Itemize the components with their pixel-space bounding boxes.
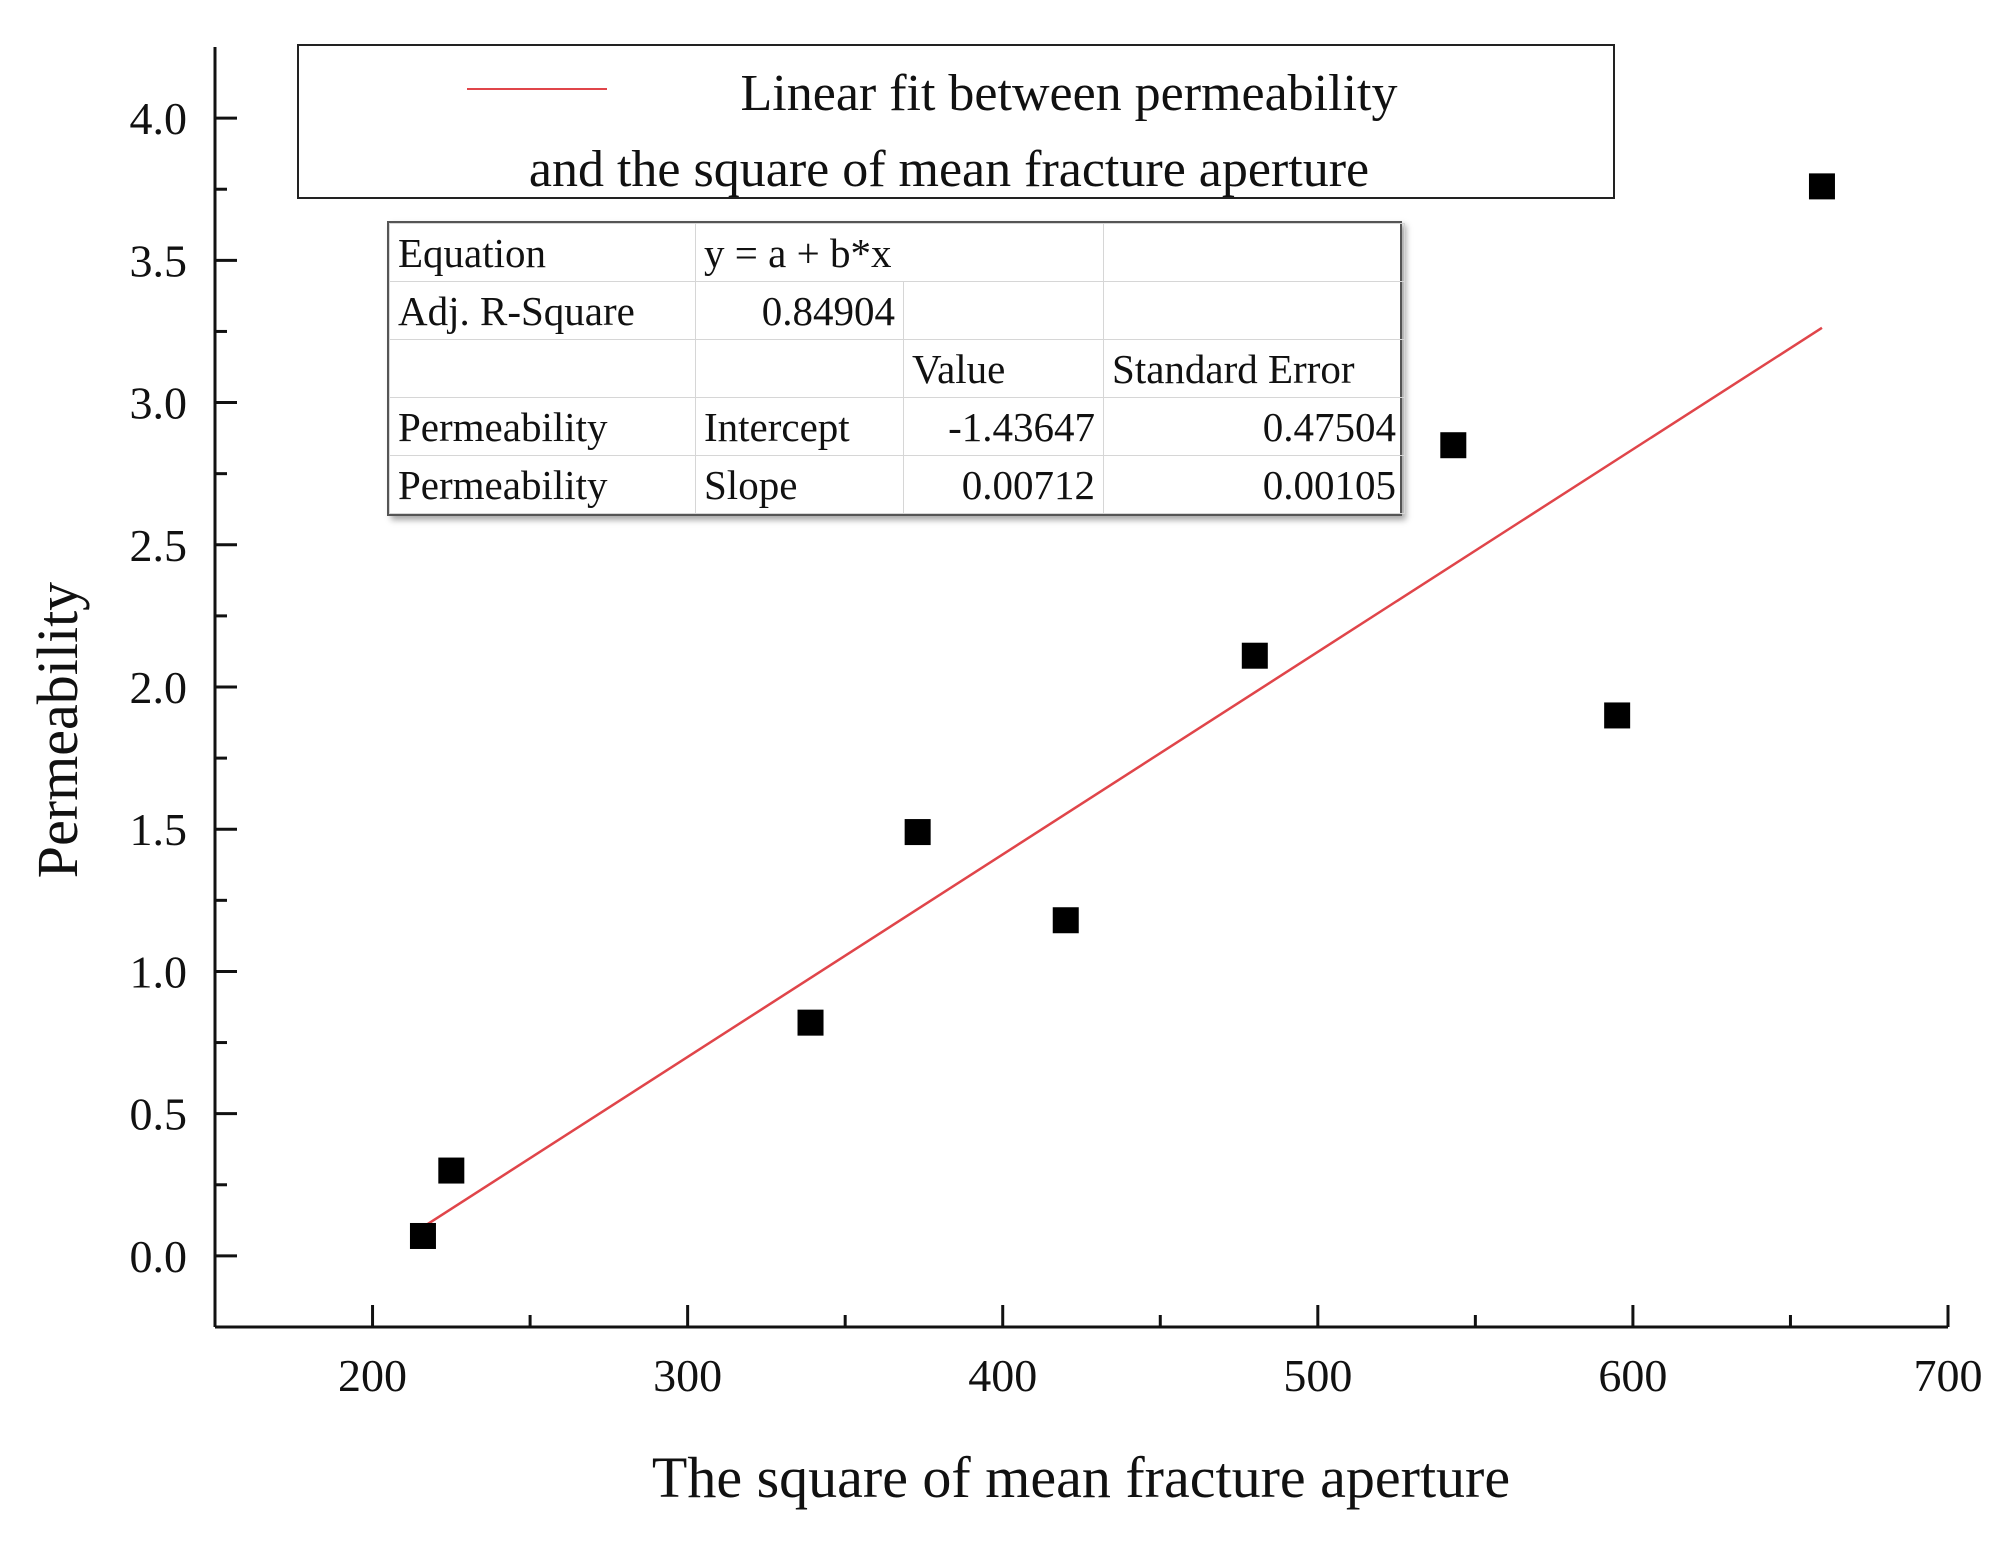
table-cell xyxy=(902,281,1105,340)
y-tick-label: 2.0 xyxy=(130,662,188,713)
x-tick-label: 300 xyxy=(653,1350,722,1401)
table-cell: Standard Error xyxy=(1103,339,1406,398)
data-point xyxy=(1808,173,1835,200)
legend-text: Linear fit between permeability and the … xyxy=(449,56,1449,208)
x-tick-label: 500 xyxy=(1283,1350,1352,1401)
points-layer xyxy=(409,173,1835,1249)
table-cell xyxy=(1103,281,1406,340)
data-point xyxy=(409,1222,436,1249)
table-cell: -1.43647 xyxy=(902,397,1105,456)
data-point xyxy=(1604,702,1631,729)
table-cell: Permeability xyxy=(389,397,696,456)
y-tick-label: 1.0 xyxy=(130,946,188,997)
table-cell: Adj. R-Square xyxy=(389,281,696,340)
x-tick-label: 200 xyxy=(338,1350,407,1401)
fit-layer xyxy=(422,326,1823,1229)
x-ticks: 200 300 400 500 600 700 xyxy=(213,1305,1983,1401)
data-point xyxy=(1440,432,1467,459)
y-axis-label: Permeability xyxy=(25,582,90,878)
table-cell: 0.84904 xyxy=(695,281,904,340)
y-tick-label: 3.5 xyxy=(130,235,188,286)
table-cell: Value xyxy=(902,339,1105,398)
y-tick-label: 1.5 xyxy=(130,804,188,855)
y-tick-label: 0.0 xyxy=(130,1231,188,1282)
y-ticks: 0.0 0.5 1.0 1.5 2.0 2.5 3.0 3.5 4.0 xyxy=(130,93,237,1282)
table-row: Adj. R-Square 0.84904 xyxy=(389,281,1406,340)
table-cell xyxy=(695,339,904,398)
table-cell xyxy=(389,339,696,398)
y-tick-label: 3.0 xyxy=(130,378,188,429)
legend: Linear fit between permeability and the … xyxy=(297,44,1615,199)
x-tick-label: 700 xyxy=(1914,1350,1983,1401)
legend-line-1: Linear fit between permeability xyxy=(740,65,1398,122)
legend-line-2: and the square of mean fracture aperture xyxy=(528,141,1370,198)
table-cell: Equation xyxy=(389,223,696,282)
data-point xyxy=(1241,642,1268,669)
table-row: Permeability Slope 0.00712 0.00105 xyxy=(389,455,1406,514)
x-tick-label: 400 xyxy=(968,1350,1037,1401)
table-cell: y = a + b*x xyxy=(694,223,1105,282)
data-point xyxy=(904,819,931,846)
table-row: Equation y = a + b*x xyxy=(389,223,1406,282)
table-cell: Slope xyxy=(695,455,904,514)
y-tick-label: 2.5 xyxy=(130,520,188,571)
data-point xyxy=(438,1157,465,1184)
legend-fit-line-swatch xyxy=(467,88,607,90)
table-row: Value Standard Error xyxy=(389,339,1406,398)
data-point xyxy=(1052,907,1079,934)
table-cell xyxy=(1103,223,1406,282)
fit-statistics-table: Equation y = a + b*x Adj. R-Square 0.849… xyxy=(387,221,1406,516)
table-cell: 0.47504 xyxy=(1103,397,1406,456)
y-tick-label: 0.5 xyxy=(130,1089,188,1140)
table-cell: Permeability xyxy=(389,455,696,514)
table-cell: Intercept xyxy=(695,397,904,456)
table-cell: 0.00712 xyxy=(902,455,1105,514)
y-tick-label: 4.0 xyxy=(130,93,188,144)
x-tick-label: 600 xyxy=(1598,1350,1667,1401)
x-axis-label: The square of mean fracture aperture xyxy=(652,1445,1510,1510)
table-cell: 0.00105 xyxy=(1103,455,1406,514)
data-point xyxy=(797,1009,824,1036)
table-row: Permeability Intercept -1.43647 0.47504 xyxy=(389,397,1406,456)
fit-line xyxy=(422,326,1823,1229)
